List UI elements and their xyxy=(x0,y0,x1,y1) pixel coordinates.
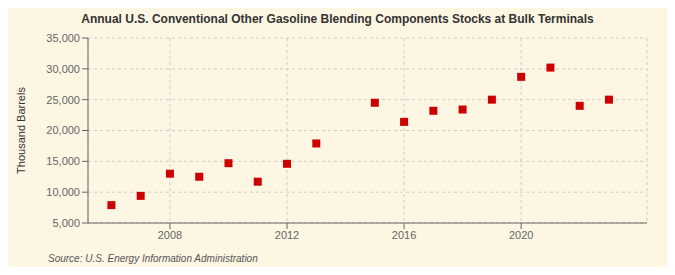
svg-text:20,000: 20,000 xyxy=(46,124,80,136)
svg-text:2012: 2012 xyxy=(275,229,299,241)
svg-text:5,000: 5,000 xyxy=(52,217,80,229)
html-text:Source: U.S. Energy Informatio: Source: U.S. Energy Information Administ… xyxy=(48,253,258,264)
html-text:Annual U.S. Conventional Other: Annual U.S. Conventional Other Gasoline … xyxy=(81,12,594,26)
svg-text:2020: 2020 xyxy=(509,229,533,241)
svg-text:2008: 2008 xyxy=(158,229,182,241)
svg-text:35,000: 35,000 xyxy=(46,32,80,44)
svg-text:25,000: 25,000 xyxy=(46,94,80,106)
svg-text:2016: 2016 xyxy=(392,229,416,241)
svg-text:15,000: 15,000 xyxy=(46,155,80,167)
svg-text:10,000: 10,000 xyxy=(46,186,80,198)
svg-text:Thousand Barrels: Thousand Barrels xyxy=(15,87,27,174)
svg-text:30,000: 30,000 xyxy=(46,63,80,75)
